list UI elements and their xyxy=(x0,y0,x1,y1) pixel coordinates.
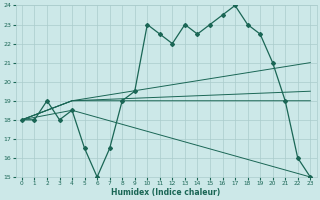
X-axis label: Humidex (Indice chaleur): Humidex (Indice chaleur) xyxy=(111,188,221,197)
